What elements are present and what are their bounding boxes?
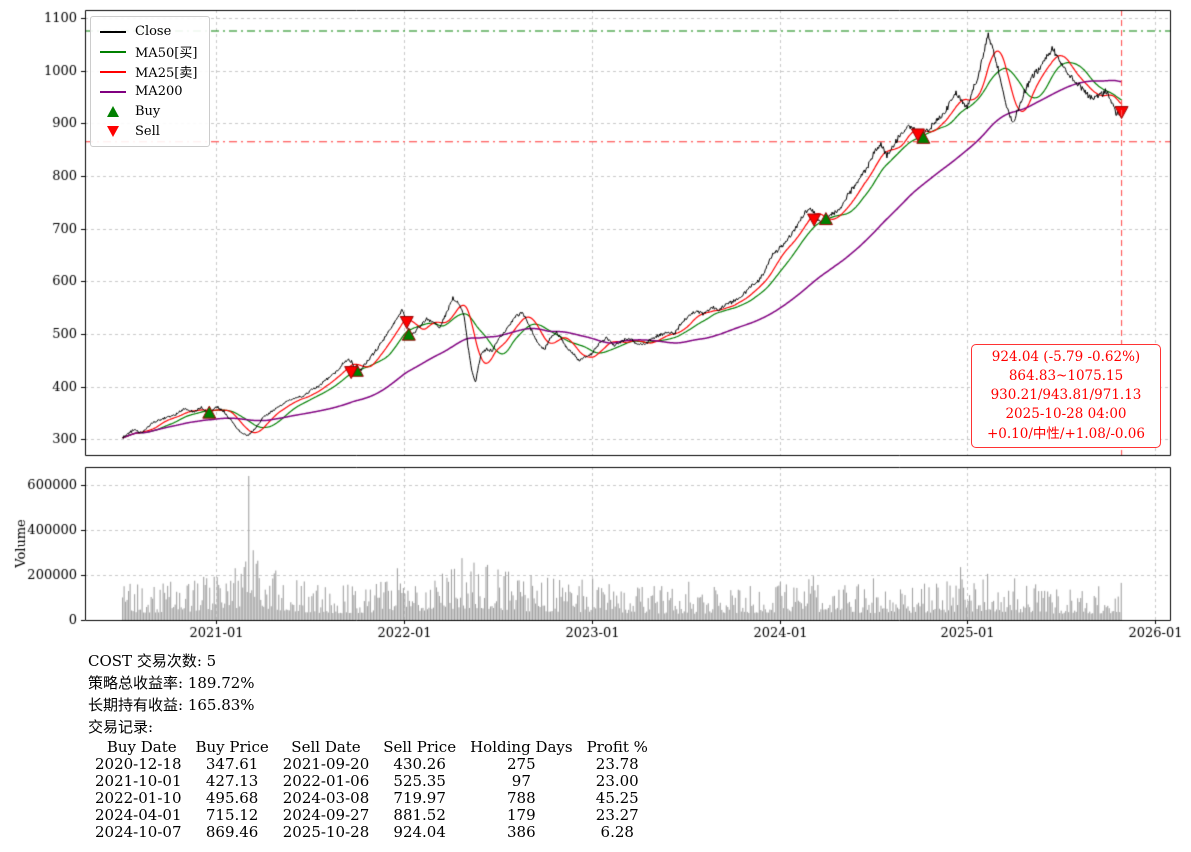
ma200-line-icon: [100, 90, 126, 93]
trade-cell: 45.25: [595, 789, 639, 807]
legend-label-ma50: MA50[买]: [135, 46, 198, 61]
trade-cell: 2022-01-06: [282, 772, 370, 790]
table-row: 2020-12-18 347.61 2021-09-20 430.26 275 …: [88, 756, 655, 773]
annotation-last-price: 924.04 (-5.79 -0.62%): [991, 349, 1141, 365]
legend-label-ma25: MA25[卖]: [135, 66, 198, 81]
legend-label-close: Close: [135, 24, 172, 39]
col-header-buy-date: Buy Date: [106, 738, 177, 756]
trade-cell: 430.26: [393, 755, 446, 773]
col-header-sell-date: Sell Date: [291, 738, 361, 756]
trade-cell: 179: [507, 806, 536, 824]
trade-cell: 2024-04-01: [95, 806, 182, 824]
strategy-report-text: COST 交易次数: 5 策略总收益率: 189.72% 长期持有收益: 165…: [88, 650, 655, 841]
trade-cell: 495.68: [205, 789, 259, 807]
trade-cell: 2025-10-28: [282, 823, 370, 841]
trades-header-row: Buy Date Buy Price Sell Date Sell Price …: [88, 739, 655, 756]
col-header-buy-price: Buy Price: [195, 738, 269, 756]
trade-cell: 924.04: [393, 823, 446, 841]
table-row: 2021-10-01 427.13 2022-01-06 525.35 97 2…: [88, 773, 655, 790]
trade-cell: 275: [507, 755, 536, 773]
trade-cell: 347.61: [205, 755, 259, 773]
trade-cell: 2020-12-18: [95, 755, 182, 773]
trade-cell: 715.12: [205, 806, 259, 824]
trade-cell: 427.13: [205, 772, 259, 790]
legend-item-sell: Sell: [100, 124, 197, 139]
trade-cell: 6.28: [600, 823, 634, 841]
legend-item-ma50: MA50[买]: [100, 44, 198, 61]
legend-label-buy: Buy: [135, 104, 161, 119]
trade-cell: 525.35: [393, 772, 446, 790]
ma50-line-icon: [100, 50, 126, 53]
annotation-signal: +0.10/中性/+1.08/-0.06: [986, 425, 1145, 442]
sell-triangle-icon: [107, 126, 119, 137]
col-header-holding-days: Holding Days: [470, 738, 573, 756]
hold-return-line: 长期持有收益: 165.83%: [88, 696, 255, 714]
trade-cell: 869.46: [205, 823, 259, 841]
trade-cell: 2021-10-01: [95, 772, 182, 790]
price-annotation-box: 924.04 (-5.79 -0.62%) 864.83~1075.15 930…: [971, 344, 1161, 448]
trade-cell: 788: [507, 789, 536, 807]
trade-cell: 2022-01-10: [95, 789, 182, 807]
ma25-line-icon: [100, 70, 126, 73]
trade-cell: 881.52: [393, 806, 446, 824]
annotation-ma-values: 930.21/943.81/971.13: [990, 387, 1142, 404]
legend-item-ma200: MA200: [100, 84, 197, 99]
trade-cell: 23.00: [595, 772, 639, 790]
trade-cell: 719.97: [393, 789, 446, 807]
legend-label-ma200: MA200: [135, 84, 183, 99]
legend-item-close: Close: [100, 24, 197, 39]
buy-triangle-icon: [107, 106, 119, 117]
trade-cell: 23.78: [595, 755, 639, 773]
legend-item-ma25: MA25[卖]: [100, 64, 198, 81]
annotation-range: 864.83~1075.15: [1008, 368, 1124, 385]
table-row: 2024-04-01 715.12 2024-09-27 881.52 179 …: [88, 807, 655, 824]
strategy-return-line: 策略总收益率: 189.72%: [88, 674, 255, 692]
legend-item-buy: Buy: [100, 104, 197, 119]
trade-count-line: COST 交易次数: 5: [88, 652, 217, 670]
table-row: 2024-10-07 869.46 2025-10-28 924.04 386 …: [88, 824, 655, 841]
trades-table: Buy Date Buy Price Sell Date Sell Price …: [88, 739, 655, 841]
trade-cell: 2021-09-20: [282, 755, 370, 773]
col-header-sell-price: Sell Price: [383, 738, 457, 756]
trade-cell: 2024-10-07: [95, 823, 182, 841]
trade-cell: 2024-03-08: [282, 789, 370, 807]
trade-cell: 386: [507, 823, 536, 841]
trade-cell: 2024-09-27: [282, 806, 370, 824]
trade-log-label: 交易记录:: [88, 718, 154, 736]
legend-label-sell: Sell: [135, 124, 160, 139]
chart-legend: Close MA50[买] MA25[卖] MA200 Buy Sell: [90, 16, 211, 147]
annotation-datetime: 2025-10-28 04:00: [1005, 406, 1127, 423]
table-row: 2022-01-10 495.68 2024-03-08 719.97 788 …: [88, 790, 655, 807]
trade-cell: 23.27: [595, 806, 639, 824]
col-header-profit: Profit %: [586, 738, 648, 756]
trade-cell: 97: [511, 772, 531, 790]
close-line-icon: [100, 30, 126, 33]
